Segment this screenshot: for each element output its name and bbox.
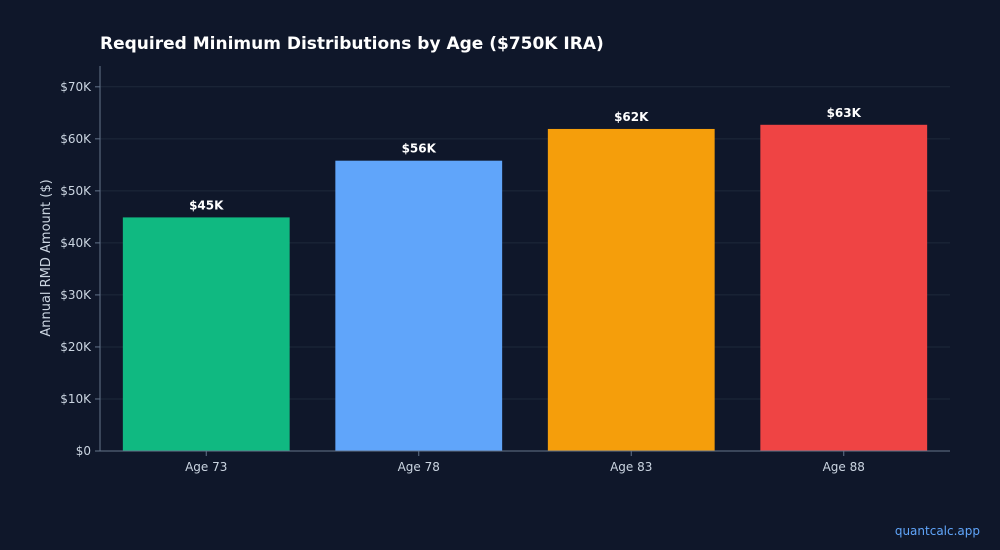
y-tick-label: $20K: [60, 340, 92, 354]
x-tick-label: Age 78: [398, 460, 440, 474]
data-label: $56K: [402, 142, 437, 156]
bar: [335, 160, 503, 451]
data-label: $62K: [614, 110, 649, 124]
data-label: $45K: [189, 198, 224, 212]
x-tick-label: Age 83: [610, 460, 652, 474]
y-tick-label: $50K: [60, 184, 92, 198]
chart-title: Required Minimum Distributions by Age ($…: [100, 34, 604, 54]
y-tick-label: $0: [76, 444, 91, 458]
bars: $45K $56K $62K $63K: [122, 106, 928, 452]
y-tick-label: $60K: [60, 132, 92, 146]
y-tick-label: $10K: [60, 392, 92, 406]
watermark[interactable]: quantcalc.app: [894, 524, 980, 538]
x-tick-label: Age 73: [185, 460, 227, 474]
y-tick-label: $40K: [60, 236, 92, 250]
bar: [547, 128, 715, 451]
bar: [122, 217, 290, 451]
x-tick-label: Age 88: [823, 460, 865, 474]
y-tick-label: $30K: [60, 288, 92, 302]
axes: $0 $10K $20K $30K $40K $50K $60K $70K Age 73 Age …: [60, 66, 950, 474]
bar: [760, 124, 928, 452]
y-axis-label: Annual RMD Amount ($): [39, 179, 54, 336]
y-tick-label: $70K: [60, 80, 92, 94]
data-label: $63K: [827, 106, 862, 120]
